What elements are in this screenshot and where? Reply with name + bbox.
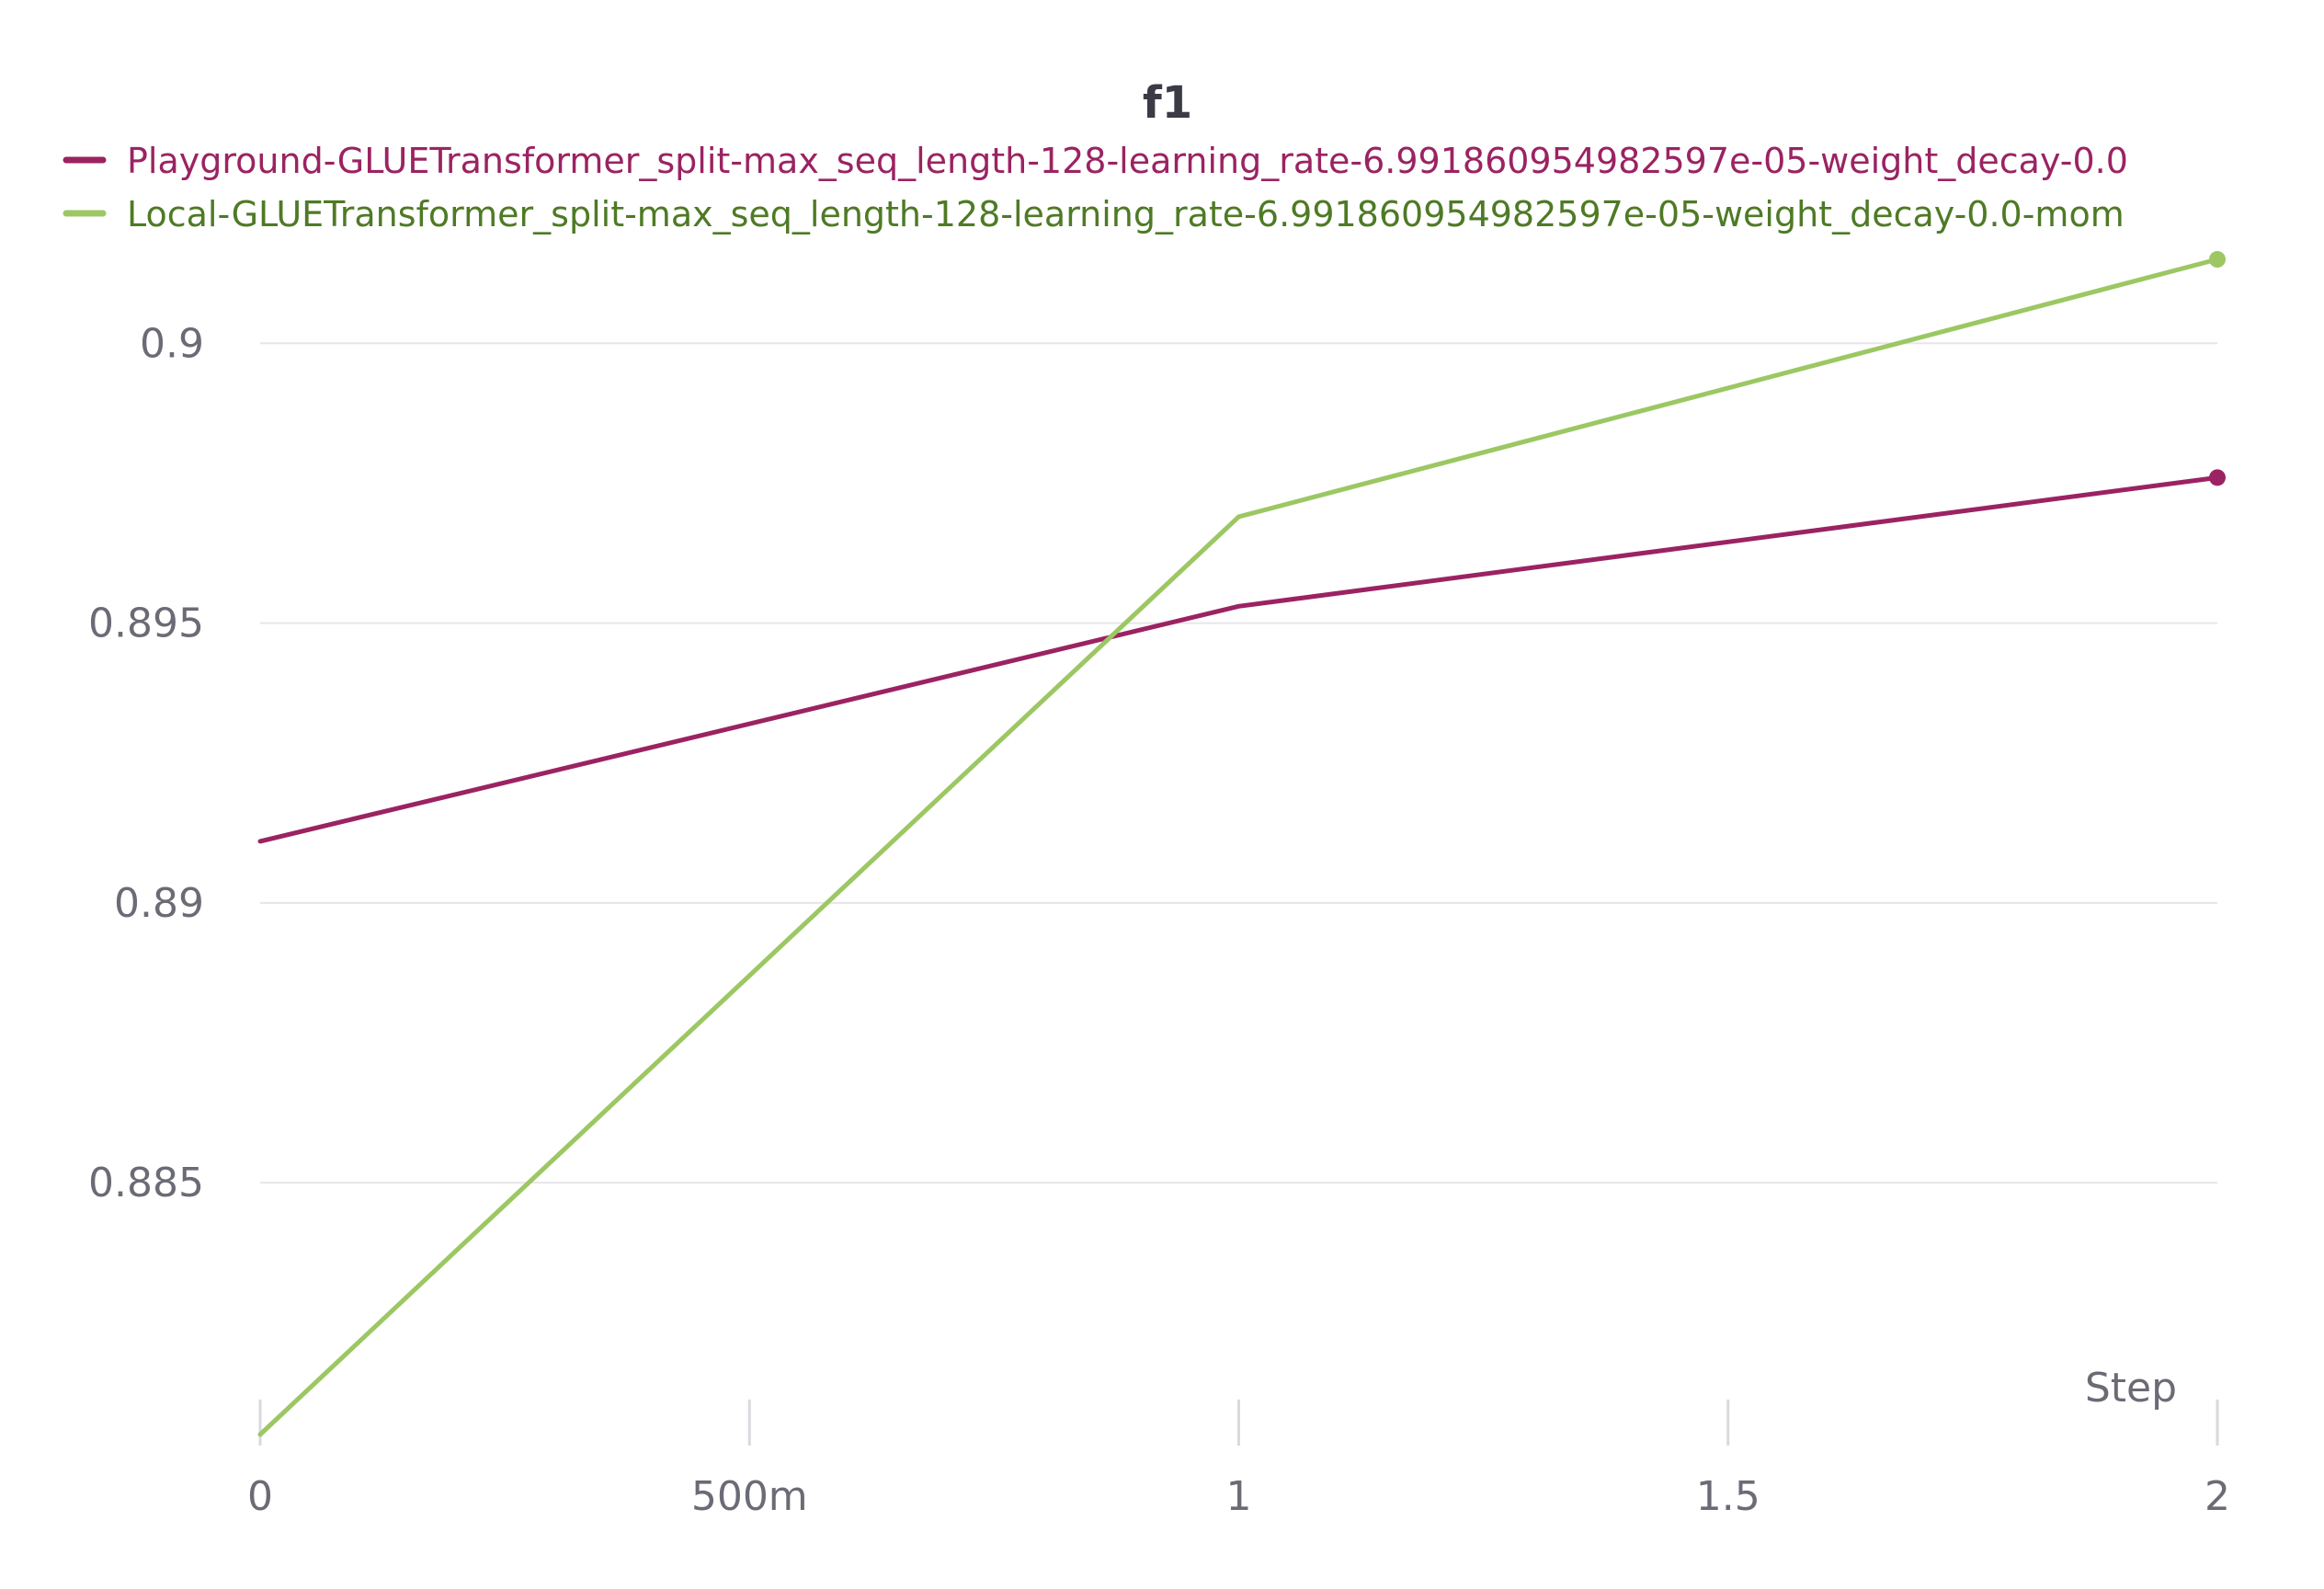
y-tick-label: 0.885: [88, 1160, 204, 1206]
series-line-1[interactable]: [257, 257, 2220, 1437]
x-axis: 0 500m 1 1.5 2: [247, 1400, 2230, 1520]
x-tick-label: 1: [1226, 1473, 1252, 1520]
x-tick-label: 1.5: [1696, 1473, 1760, 1520]
x-axis-title: Step: [2085, 1365, 2177, 1412]
series-endpoint-1[interactable]: [2209, 251, 2226, 268]
legend-label-playground[interactable]: Playground-GLUETransformer_split-max_seq…: [127, 141, 2128, 181]
y-axis: 0.885 0.89 0.895 0.9: [88, 320, 204, 1206]
x-tick-label: 0: [247, 1473, 273, 1520]
x-tick-label: 500m: [691, 1473, 808, 1520]
series-line-0[interactable]: [257, 474, 2220, 844]
y-tick-label: 0.895: [88, 600, 204, 647]
x-tick-label: 2: [2204, 1473, 2230, 1520]
chart-title: f1: [1143, 77, 1192, 129]
legend: Playground-GLUETransformer_split-max_seq…: [63, 141, 2128, 234]
series-group: [257, 251, 2226, 1437]
series-endpoint-0[interactable]: [2209, 469, 2226, 486]
y-tick-label: 0.89: [114, 880, 204, 927]
legend-label-local[interactable]: Local-GLUETransformer_split-max_seq_leng…: [127, 194, 2125, 234]
grid-lines: [260, 342, 2217, 1184]
y-tick-label: 0.9: [140, 320, 204, 367]
